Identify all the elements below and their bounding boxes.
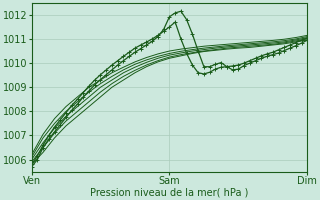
- X-axis label: Pression niveau de la mer( hPa ): Pression niveau de la mer( hPa ): [90, 187, 249, 197]
